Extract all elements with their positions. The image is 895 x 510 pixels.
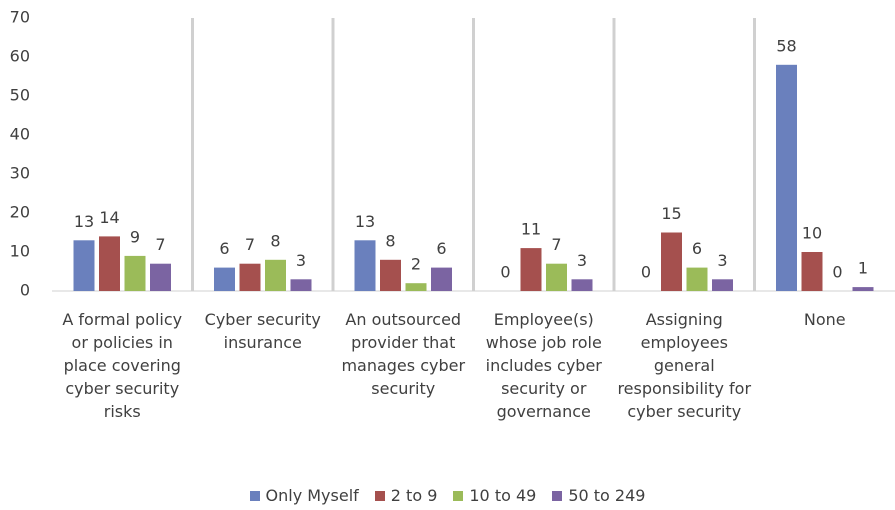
value-label: 1 xyxy=(858,259,868,278)
x-tick-label: Cyber security insurance xyxy=(204,310,321,352)
legend-swatch xyxy=(249,491,260,501)
bar xyxy=(124,255,146,291)
value-label: 14 xyxy=(99,208,119,227)
bar xyxy=(354,240,376,291)
bar xyxy=(520,248,542,291)
bar xyxy=(776,64,797,291)
value-label: 10 xyxy=(802,224,822,243)
x-tick-label: Assigning employees general responsibili… xyxy=(617,310,752,421)
bar xyxy=(431,267,452,291)
value-label: 3 xyxy=(717,251,727,270)
legend-item: 10 to 49 xyxy=(453,486,536,505)
bar xyxy=(712,279,733,291)
legend-item: Only Myself xyxy=(249,486,359,505)
legend-item: 50 to 249 xyxy=(552,486,645,505)
legend-swatch xyxy=(552,491,563,501)
bar xyxy=(686,267,708,291)
legend-label: 2 to 9 xyxy=(390,486,438,505)
bar xyxy=(405,283,427,291)
value-label: 6 xyxy=(692,239,702,258)
bar xyxy=(661,232,682,291)
legend-swatch xyxy=(374,491,385,501)
bar xyxy=(801,252,823,291)
legend-label: 10 to 49 xyxy=(469,486,537,505)
x-tick-label: Employee(s) whose job role includes cybe… xyxy=(485,310,602,421)
bar xyxy=(290,279,312,291)
bar xyxy=(852,287,874,291)
value-label: 0 xyxy=(641,263,651,282)
bar xyxy=(239,263,261,291)
y-tick-label: 40 xyxy=(10,125,30,144)
y-tick-label: 70 xyxy=(10,8,30,27)
y-tick-label: 20 xyxy=(10,203,30,222)
value-label: 11 xyxy=(521,220,541,239)
value-label: 58 xyxy=(776,36,796,55)
legend-swatch xyxy=(453,491,464,501)
value-label: 3 xyxy=(296,251,306,270)
y-tick-label: 60 xyxy=(10,47,30,66)
value-label: 8 xyxy=(270,231,280,250)
bar xyxy=(99,236,120,291)
legend: Only Myself 2 to 9 10 to 49 50 to 249 xyxy=(0,486,895,505)
value-label: 7 xyxy=(155,235,165,254)
value-label: 13 xyxy=(355,212,375,231)
x-tick-label: A formal policy or policies in place cov… xyxy=(62,310,183,421)
value-label: 7 xyxy=(245,235,255,254)
value-label: 7 xyxy=(551,235,561,254)
y-tick-label: 30 xyxy=(10,164,30,183)
bar xyxy=(265,259,286,291)
value-label: 9 xyxy=(130,227,140,246)
bar xyxy=(150,263,171,291)
legend-label: Only Myself xyxy=(265,486,359,505)
value-label: 2 xyxy=(411,255,421,274)
bar xyxy=(73,240,95,291)
value-label: 0 xyxy=(832,263,842,282)
value-label: 3 xyxy=(577,251,587,270)
value-label: 15 xyxy=(661,204,681,223)
y-tick-label: 10 xyxy=(10,242,30,261)
x-tick-label: An outsourced provider that manages cybe… xyxy=(341,310,466,398)
legend-item: 2 to 9 xyxy=(374,486,438,505)
value-label: 0 xyxy=(500,263,510,282)
y-tick-label: 50 xyxy=(10,86,30,105)
bar xyxy=(546,263,567,291)
bar xyxy=(214,267,235,291)
x-tick-label: None xyxy=(803,310,846,329)
value-label: 6 xyxy=(436,239,446,258)
bar xyxy=(380,259,401,291)
value-label: 8 xyxy=(385,231,395,250)
bar xyxy=(571,279,593,291)
y-tick-label: 0 xyxy=(20,281,30,300)
value-label: 6 xyxy=(219,239,229,258)
legend-label: 50 to 249 xyxy=(568,486,646,505)
value-label: 13 xyxy=(74,212,94,231)
